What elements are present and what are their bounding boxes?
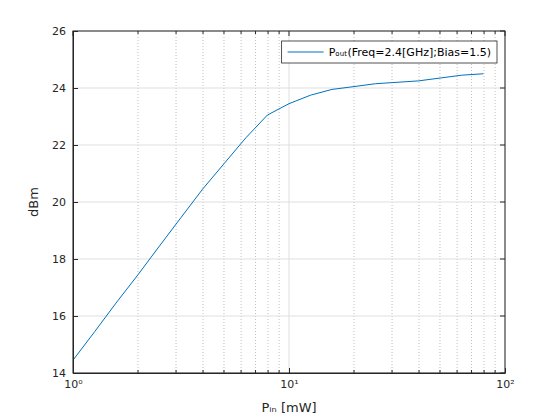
tick-label: 26 xyxy=(52,25,66,38)
minor-tick xyxy=(203,370,204,373)
grid-line xyxy=(73,259,505,260)
grid-line xyxy=(73,88,505,89)
tick-label: 22 xyxy=(52,139,66,152)
minor-tick xyxy=(203,31,204,34)
tick: 10¹ xyxy=(280,368,298,391)
minor-tick xyxy=(392,31,393,34)
minor-tick xyxy=(419,31,420,34)
minor-tick xyxy=(484,370,485,373)
grid-line xyxy=(73,145,505,146)
minor-tick xyxy=(279,31,280,34)
minor-tick xyxy=(354,370,355,373)
tick: 22 xyxy=(52,139,78,152)
minor-tick xyxy=(223,370,224,373)
tick: 24 xyxy=(52,82,78,95)
tick-mark xyxy=(73,202,78,203)
tick-label: 24 xyxy=(52,82,66,95)
minor-tick xyxy=(471,31,472,34)
minor-tick xyxy=(255,31,256,34)
tick: 18 xyxy=(52,253,78,266)
tick-mark xyxy=(73,88,78,89)
legend-label: Pₒᵤₜ(Freq=2.4[GHz];Bias=1.5) xyxy=(329,46,491,59)
tick: 26 xyxy=(52,25,78,38)
minor-tick xyxy=(176,370,177,373)
tick-mark xyxy=(500,316,505,317)
minor-tick xyxy=(279,370,280,373)
x-axis: 10⁰ 10¹ 10² xyxy=(64,368,514,391)
minor-tick xyxy=(176,31,177,34)
tick-label: 10² xyxy=(496,378,514,391)
tick-mark xyxy=(73,259,78,260)
tick-label: 10⁰ xyxy=(64,378,83,391)
chart: 10⁰ 10¹ 10² 14 16 18 20 22 24 26 Pₒᵤₜ(Freq=2.4[GHz… xyxy=(0,0,560,420)
y-axis-title: dBm xyxy=(26,187,41,217)
tick-mark xyxy=(73,145,78,146)
tick-label: 10¹ xyxy=(280,378,298,391)
minor-tick xyxy=(354,31,355,34)
grid-line xyxy=(73,202,505,203)
minor-tick xyxy=(241,370,242,373)
plot: 10⁰ 10¹ 10² 14 16 18 20 22 24 26 Pₒᵤₜ(Freq=2.4[GHz… xyxy=(52,25,515,391)
minor-tick xyxy=(457,370,458,373)
tick: 16 xyxy=(52,310,78,323)
tick-mark xyxy=(500,259,505,260)
minor-tick xyxy=(457,31,458,34)
minor-tick xyxy=(495,370,496,373)
tick-mark xyxy=(500,31,505,32)
minor-tick xyxy=(419,370,420,373)
series-group xyxy=(73,74,483,360)
x-axis-title: Pᵢₙ [mW] xyxy=(261,400,316,415)
minor-tick xyxy=(241,31,242,34)
tick-label: 18 xyxy=(52,253,66,266)
minor-tick xyxy=(439,31,440,34)
minor-tick xyxy=(138,31,139,34)
legend-box xyxy=(282,41,497,63)
minor-tick xyxy=(471,370,472,373)
tick-mark xyxy=(289,31,290,36)
tick-mark xyxy=(500,145,505,146)
tick-mark xyxy=(73,316,78,317)
minor-tick xyxy=(392,370,393,373)
series-line xyxy=(73,74,483,360)
tick-mark xyxy=(73,31,74,36)
minor-tick xyxy=(138,370,139,373)
grid-line xyxy=(73,316,505,317)
tick-label: 20 xyxy=(52,196,66,209)
tick-mark xyxy=(289,368,290,373)
minor-tick xyxy=(268,31,269,34)
minor-tick xyxy=(268,370,269,373)
tick: 14 xyxy=(52,367,78,380)
tick: 20 xyxy=(52,196,78,209)
legend: Pₒᵤₜ(Freq=2.4[GHz];Bias=1.5) xyxy=(282,41,497,63)
grid xyxy=(73,31,505,373)
tick-mark xyxy=(500,88,505,89)
minor-tick xyxy=(439,370,440,373)
tick-label: 14 xyxy=(52,367,66,380)
tick-mark xyxy=(500,202,505,203)
tick-label: 16 xyxy=(52,310,66,323)
legend-swatch xyxy=(288,52,324,53)
plot-background xyxy=(73,31,505,373)
tick-mark xyxy=(500,373,505,374)
frame xyxy=(73,31,505,373)
minor-tick xyxy=(495,31,496,34)
y-axis: 14 16 18 20 22 24 26 xyxy=(52,25,78,380)
minor-tick xyxy=(484,31,485,34)
frame-box xyxy=(73,31,505,373)
tick-mark xyxy=(505,31,506,36)
minor-tick xyxy=(223,31,224,34)
minor-tick xyxy=(255,370,256,373)
